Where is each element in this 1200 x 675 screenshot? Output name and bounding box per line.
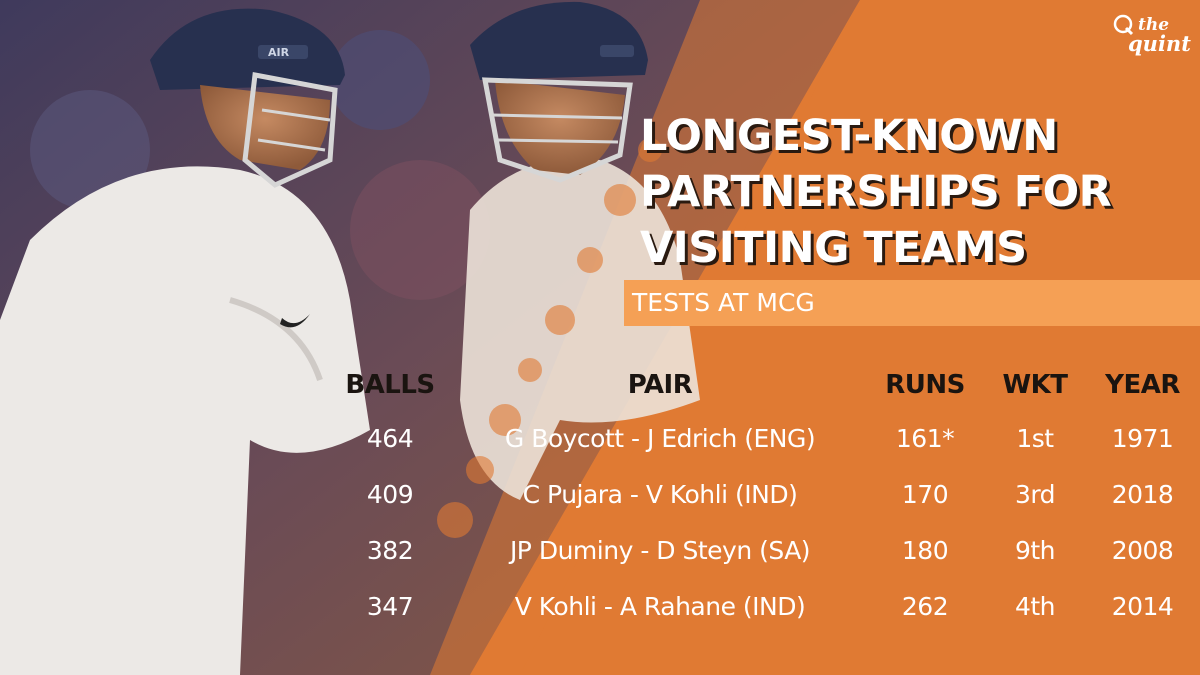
year-cell: 1971 (1111, 423, 1174, 453)
table-row: 464 G Boycott - J Edrich (ENG) 161* 1st … (325, 410, 1200, 466)
wkt-cell: 4th (1014, 591, 1056, 621)
runs-cell: 161* (895, 423, 955, 453)
wkt-cell: 9th (1014, 535, 1056, 565)
column-header-balls: BALLS (345, 370, 435, 400)
balls-cell: 382 (366, 535, 414, 565)
pair-cell: C Pujara - V Kohli (IND) (522, 479, 798, 509)
pair-cell: JP Duminy - D Steyn (SA) (509, 535, 811, 565)
the-quint-logo: the quint (1112, 12, 1192, 62)
balls-cell: 409 (366, 479, 414, 509)
year-cell: 2018 (1111, 479, 1174, 509)
column-header-wkt: WKT (1002, 370, 1068, 400)
column-header-pair: PAIR (627, 370, 693, 400)
headline-line-3: VISITING TEAMS (640, 223, 1027, 273)
headline-line-1: LONGEST-KNOWN (640, 111, 1058, 161)
subtitle-band (624, 280, 1200, 326)
pair-cell: V Kohli - A Rahane (IND) (514, 591, 806, 621)
balls-cell: 464 (366, 423, 414, 453)
pair-cell: G Boycott - J Edrich (ENG) (504, 423, 816, 453)
logo-text-quint: quint (1128, 31, 1191, 56)
headline-line-2: PARTNERSHIPS FOR (640, 167, 1112, 217)
headline: LONGEST-KNOWN PARTNERSHIPS FOR VISITING … (640, 108, 1112, 276)
table-row: 382 JP Duminy - D Steyn (SA) 180 9th 200… (325, 522, 1200, 578)
wkt-cell: 3rd (1014, 479, 1056, 509)
column-header-year: YEAR (1105, 370, 1180, 400)
table-row: 409 C Pujara - V Kohli (IND) 170 3rd 201… (325, 466, 1200, 522)
nike-logo (280, 314, 310, 328)
runs-cell: 262 (901, 591, 949, 621)
quote-mark-icon (1113, 14, 1134, 36)
balls-cell: 347 (366, 591, 414, 621)
wkt-cell: 1st (1016, 423, 1054, 453)
helmet-label: AIR (268, 46, 290, 59)
year-cell: 2014 (1111, 591, 1174, 621)
table-header-row: BALLS PAIR RUNS WKT YEAR (325, 360, 1200, 410)
runs-cell: 170 (901, 479, 949, 509)
column-header-runs: RUNS (885, 370, 965, 400)
subtitle: TESTS AT MCG (632, 288, 815, 317)
runs-cell: 180 (901, 535, 949, 565)
year-cell: 2008 (1111, 535, 1174, 565)
table-row: 347 V Kohli - A Rahane (IND) 262 4th 201… (325, 578, 1200, 634)
partnerships-table: BALLS PAIR RUNS WKT YEAR 464 G Boycott -… (325, 360, 1200, 634)
logo-text-the: the (1138, 15, 1170, 35)
